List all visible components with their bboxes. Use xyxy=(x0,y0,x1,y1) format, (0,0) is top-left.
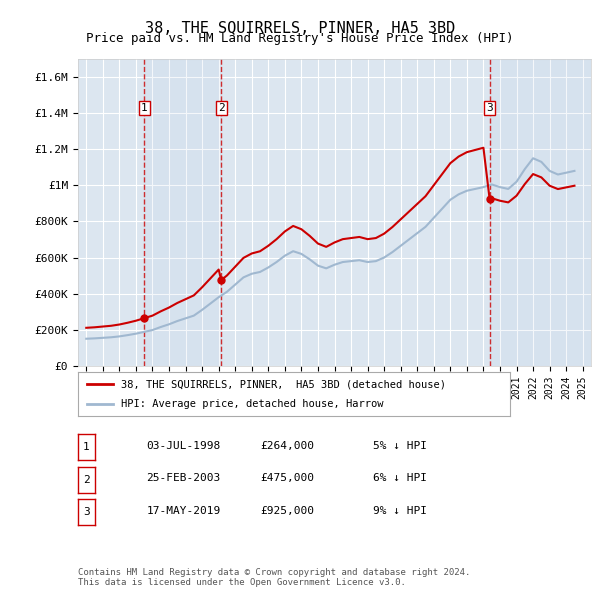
Text: HPI: Average price, detached house, Harrow: HPI: Average price, detached house, Harr… xyxy=(121,399,384,408)
Text: 5% ↓ HPI: 5% ↓ HPI xyxy=(373,441,427,451)
Text: 1: 1 xyxy=(141,103,148,113)
Text: 2: 2 xyxy=(218,103,224,113)
Text: 38, THE SQUIRRELS, PINNER,  HA5 3BD (detached house): 38, THE SQUIRRELS, PINNER, HA5 3BD (deta… xyxy=(121,379,446,389)
Text: 3: 3 xyxy=(486,103,493,113)
Text: 38, THE SQUIRRELS, PINNER, HA5 3BD: 38, THE SQUIRRELS, PINNER, HA5 3BD xyxy=(145,21,455,35)
Text: £475,000: £475,000 xyxy=(260,473,314,483)
Text: 2: 2 xyxy=(83,475,90,484)
Text: 6% ↓ HPI: 6% ↓ HPI xyxy=(373,473,427,483)
Bar xyxy=(144,59,221,366)
Bar xyxy=(490,59,591,366)
Text: £264,000: £264,000 xyxy=(260,441,314,451)
Text: 3: 3 xyxy=(83,507,90,517)
Text: Price paid vs. HM Land Registry's House Price Index (HPI): Price paid vs. HM Land Registry's House … xyxy=(86,32,514,45)
Text: Contains HM Land Registry data © Crown copyright and database right 2024.
This d: Contains HM Land Registry data © Crown c… xyxy=(78,568,470,587)
Text: 17-MAY-2019: 17-MAY-2019 xyxy=(146,506,221,516)
Text: £925,000: £925,000 xyxy=(260,506,314,516)
Text: 25-FEB-2003: 25-FEB-2003 xyxy=(146,473,221,483)
Text: 1: 1 xyxy=(83,442,90,452)
Text: 03-JUL-1998: 03-JUL-1998 xyxy=(146,441,221,451)
Text: 9% ↓ HPI: 9% ↓ HPI xyxy=(373,506,427,516)
